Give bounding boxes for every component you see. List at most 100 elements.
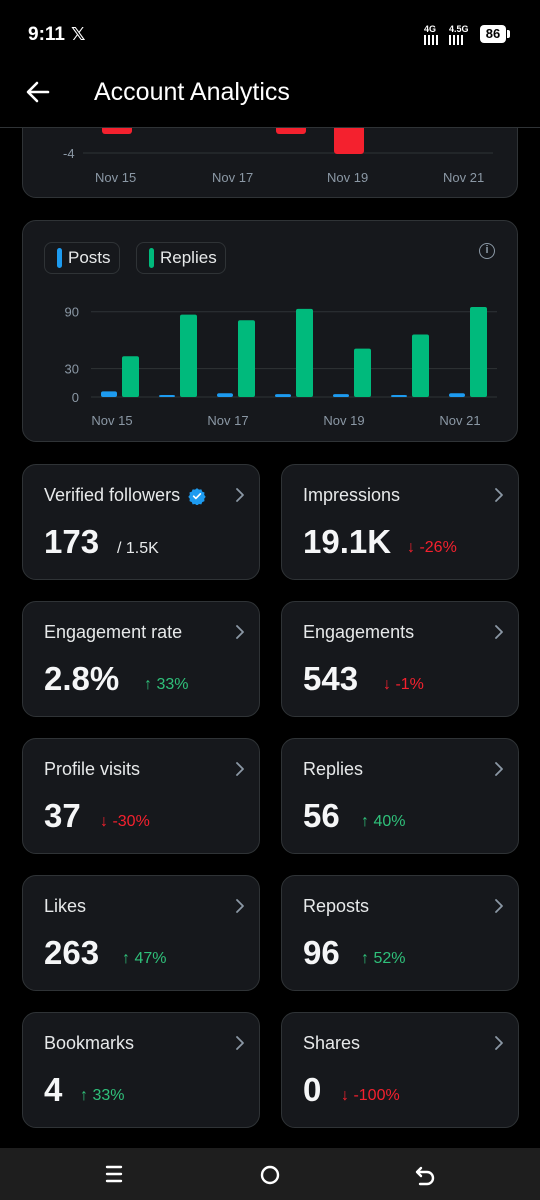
legend-swatch	[149, 248, 154, 268]
metric-label: Verified followers	[44, 485, 206, 506]
y-tick-label: -4	[63, 146, 75, 161]
legend-replies[interactable]: Replies	[136, 242, 226, 274]
page-title: Account Analytics	[94, 78, 290, 106]
signal-45g-icon: 4.5G	[449, 24, 469, 45]
metric-label: Shares	[303, 1033, 361, 1053]
bar-replies	[180, 314, 197, 397]
x-tick-label: Nov 17	[212, 170, 254, 185]
y-tick-label: 0	[72, 390, 79, 405]
chevron-right-icon	[495, 899, 503, 913]
metric-delta: ↓ -1%	[383, 676, 424, 693]
metric-card-bookmarks[interactable]: Bookmarks 4 ↑ 33%	[22, 1012, 260, 1128]
metric-delta: ↑ 40%	[361, 813, 406, 830]
metric-value: 4	[44, 1071, 63, 1108]
x-tick-label: Nov 21	[443, 170, 485, 185]
chevron-right-icon	[495, 762, 503, 776]
back-return-icon[interactable]	[414, 1164, 436, 1186]
metric-value: 543	[303, 660, 359, 697]
metric-card-reposts[interactable]: Reposts 96 ↑ 52%	[281, 875, 519, 991]
arrow-left-icon[interactable]	[22, 76, 54, 108]
chevron-right-icon	[236, 488, 244, 502]
metric-card-engagements[interactable]: Engagements 543 ↓ -1%	[281, 601, 519, 717]
legend-label: Posts	[68, 248, 111, 267]
metric-delta: ↑ 52%	[361, 950, 406, 967]
metric-label: Profile visits	[44, 759, 141, 779]
bar-posts	[391, 395, 407, 397]
chevron-right-icon	[236, 762, 244, 776]
metric-label: Bookmarks	[44, 1033, 135, 1053]
bar-replies	[238, 320, 255, 397]
app-header: Account Analytics	[0, 68, 540, 128]
metric-card-verified-followers[interactable]: Verified followers 173 / 1.5K	[22, 464, 260, 580]
x-tick-label: Nov 21	[439, 413, 480, 428]
bar-posts	[333, 394, 349, 397]
info-icon[interactable]: i	[479, 243, 495, 259]
x-tick-label: Nov 19	[327, 170, 369, 185]
metric-total: / 1.5K	[117, 540, 159, 557]
arrow-down-icon: ↓	[383, 676, 391, 693]
metric-value: 173	[44, 523, 100, 560]
bar-replies	[296, 308, 313, 397]
bar-replies	[412, 334, 429, 397]
metric-label: Replies	[303, 759, 364, 779]
x-logo-icon: 𝕏	[71, 24, 86, 44]
metric-card-replies[interactable]: Replies 56 ↑ 40%	[281, 738, 519, 854]
status-bar: 9:11 𝕏 4G 4.5G 86	[0, 0, 540, 68]
metric-delta: ↑ 33%	[80, 1087, 125, 1104]
metric-delta: ↓ -30%	[100, 813, 150, 830]
x-tick-label: Nov 15	[91, 413, 132, 428]
battery-tip	[507, 30, 510, 38]
home-circle-icon[interactable]	[259, 1164, 281, 1186]
metric-label: Reposts	[303, 896, 370, 916]
verified-badge-icon	[188, 487, 206, 505]
chevron-right-icon	[236, 1036, 244, 1050]
metric-value: 96	[303, 934, 340, 971]
bar-posts	[101, 391, 117, 397]
metric-delta: ↑ 47%	[122, 950, 167, 967]
metric-value: 263	[44, 934, 100, 971]
metric-label: Engagement rate	[44, 622, 183, 642]
bar-posts	[159, 395, 175, 397]
posts-replies-chart: 90 30 0 Nov 15 Nov 17 Nov 19 Nov 21	[65, 305, 497, 428]
x-tick-label: Nov 15	[95, 170, 137, 185]
y-tick-label: 90	[65, 305, 79, 320]
bar-posts	[449, 393, 465, 397]
arrow-up-icon: ↑	[361, 813, 369, 830]
menu-icon[interactable]	[104, 1164, 124, 1184]
system-nav-bar	[0, 1148, 540, 1200]
chevron-right-icon	[495, 1036, 503, 1050]
arrow-down-icon: ↓	[100, 813, 108, 830]
metric-delta: ↑ 33%	[144, 676, 189, 693]
posts-replies-chart-card: Posts Replies i 90 30 0 Nov 15 Nov 17 Nov 19 N…	[22, 220, 518, 442]
arrow-down-icon: ↓	[341, 1087, 349, 1104]
legend-posts[interactable]: Posts	[44, 242, 120, 274]
legend-swatch	[57, 248, 62, 268]
x-tick-label: Nov 19	[323, 413, 364, 428]
metric-card-shares[interactable]: Shares 0 ↓ -100%	[281, 1012, 519, 1128]
metric-delta: ↓ -100%	[341, 1087, 400, 1104]
metric-value: 2.8%	[44, 660, 120, 697]
battery-icon: 86	[480, 25, 506, 43]
metric-label: Engagements	[303, 622, 415, 642]
arrow-up-icon: ↑	[122, 950, 130, 967]
metric-card-impressions[interactable]: Impressions 19.1K ↓ -26%	[281, 464, 519, 580]
chevron-right-icon	[495, 488, 503, 502]
metric-card-engagement-rate[interactable]: Engagement rate 2.8% ↑ 33%	[22, 601, 260, 717]
legend-label: Replies	[160, 248, 217, 267]
arrow-up-icon: ↑	[144, 676, 152, 693]
bar-replies	[354, 348, 371, 397]
arrow-up-icon: ↑	[80, 1087, 88, 1104]
metric-value: 37	[44, 797, 81, 834]
metric-value: 0	[303, 1071, 322, 1108]
metric-delta: ↓ -26%	[407, 539, 457, 556]
bar-replies	[122, 356, 139, 397]
bar-posts	[275, 394, 291, 397]
metric-value: 19.1K	[303, 523, 392, 560]
arrow-up-icon: ↑	[361, 950, 369, 967]
metric-value: 56	[303, 797, 340, 834]
chevron-right-icon	[236, 625, 244, 639]
metric-card-likes[interactable]: Likes 263 ↑ 47%	[22, 875, 260, 991]
metric-card-profile-visits[interactable]: Profile visits 37 ↓ -30%	[22, 738, 260, 854]
chevron-right-icon	[495, 625, 503, 639]
metric-label: Impressions	[303, 485, 401, 505]
